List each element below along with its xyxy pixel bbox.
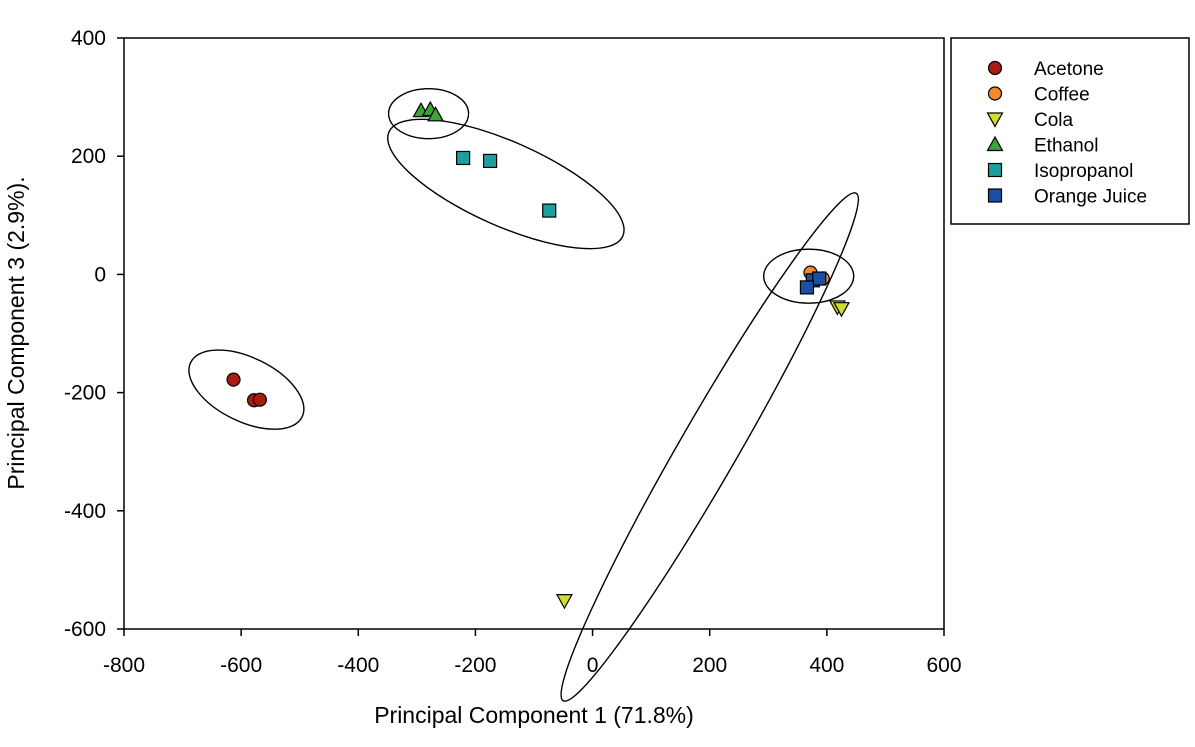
legend: Acetone Coffee Cola Ethanol Isopropanol Orang…: [950, 37, 1190, 225]
x-tick-label: -800: [103, 654, 145, 677]
y-tick-label: -400: [64, 500, 106, 523]
x-tick-label: 600: [926, 654, 961, 677]
point-isopropanol: [542, 203, 557, 218]
x-tick-label: -600: [220, 654, 262, 677]
point-cola: [555, 594, 573, 610]
point-isopropanol: [482, 153, 498, 169]
cluster-ellipse-coffee-orange-juice: [763, 248, 855, 304]
plot-frame: [123, 37, 945, 630]
y-axis: -600 -400 -200 0 200 400: [64, 27, 124, 641]
x-axis: -800 -600 -400 -200 0 200 400 600: [103, 629, 962, 677]
y-tick-label: -200: [64, 382, 106, 405]
x-tick-label: 400: [809, 654, 844, 677]
point-cola: [833, 302, 850, 318]
x-tick-label: 200: [692, 654, 727, 677]
point-ethanol: [427, 106, 445, 122]
cluster-ellipse-acetone: [188, 349, 305, 430]
legend-label-acetone: Acetone: [1034, 59, 1104, 80]
y-tick-label: -600: [64, 618, 106, 641]
x-tick-label: 0: [587, 654, 599, 677]
data-points: [226, 100, 850, 610]
cluster-ellipse-ethanol: [387, 87, 470, 140]
legend-label-coffee: Coffee: [1034, 85, 1090, 106]
legend-marker-coffee: [987, 86, 1003, 101]
y-tick-label: 0: [94, 263, 106, 286]
legend-marker-acetone: [987, 60, 1003, 76]
legend-label-ethanol: Ethanol: [1034, 136, 1098, 157]
legend-label-orange-juice: Orange Juice: [1034, 187, 1147, 208]
cluster-ellipse-isopropanol: [387, 118, 625, 250]
cluster-ellipse-cola: [560, 192, 860, 702]
legend-label-isopropanol: Isopropanol: [1034, 161, 1133, 182]
point-isopropanol: [456, 150, 471, 166]
x-axis-title: Principal Component 1 (71.8%): [374, 702, 694, 728]
y-tick-label: 400: [71, 27, 106, 50]
legend-marker-ethanol: [986, 135, 1004, 152]
point-acetone: [226, 372, 241, 387]
legend-label-cola: Cola: [1034, 110, 1074, 131]
point-acetone: [252, 392, 267, 407]
x-tick-label: -400: [337, 654, 379, 677]
y-axis-title: Principal Component 3 (2.9%).: [3, 176, 29, 489]
point-orange-juice: [812, 271, 827, 286]
x-tick-label: -200: [454, 654, 496, 677]
point-orange-juice: [799, 280, 815, 295]
legend-marker-cola: [986, 112, 1004, 128]
y-tick-label: 200: [71, 145, 106, 168]
legend-marker-orange-juice: [987, 188, 1003, 203]
cluster-ellipses: [188, 87, 860, 702]
legend-marker-isopropanol: [987, 162, 1003, 178]
